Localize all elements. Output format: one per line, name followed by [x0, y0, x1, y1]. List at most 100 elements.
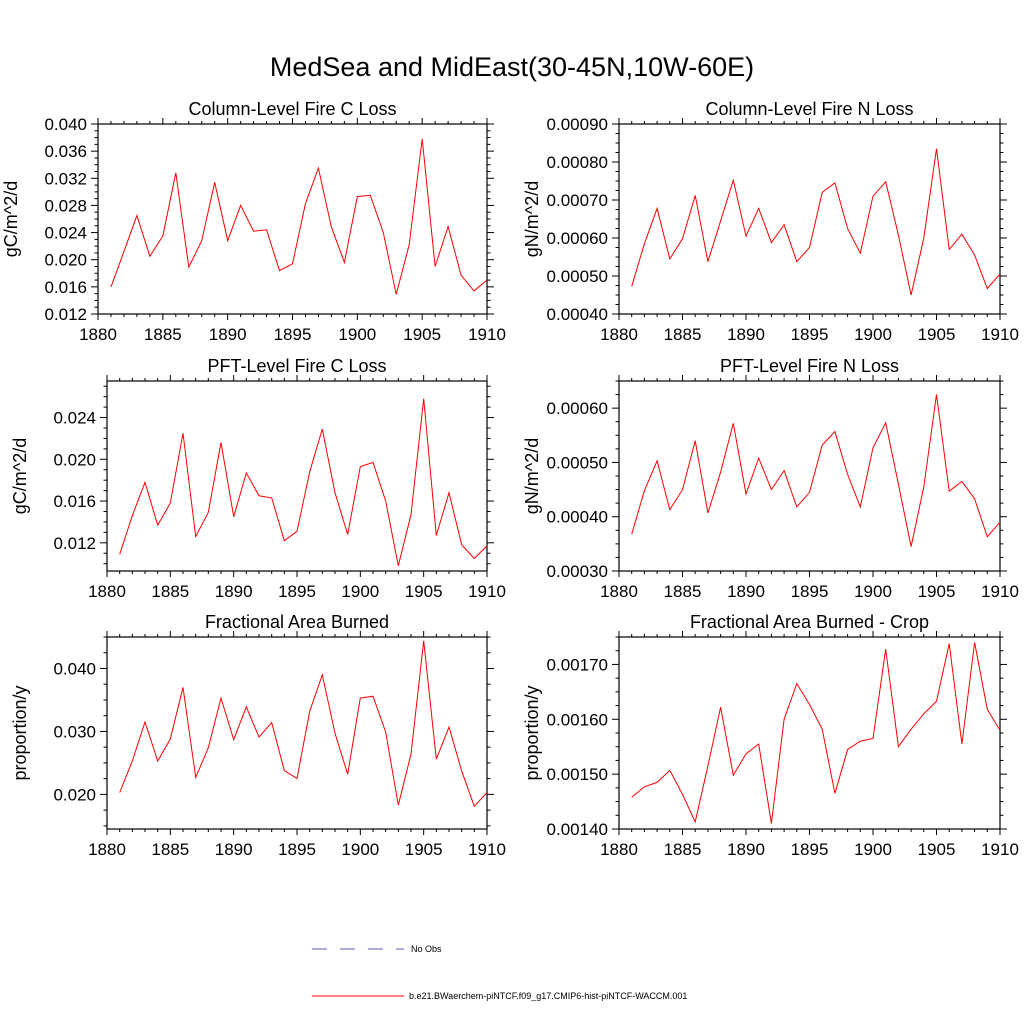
x-tick-label: 1890	[209, 325, 247, 344]
y-tick-label: 0.040	[53, 659, 96, 678]
x-tick-label: 1900	[854, 582, 892, 601]
panel-title: Column-Level Fire C Loss	[188, 99, 396, 119]
y-tick-label: 0.00140	[547, 820, 608, 839]
x-tick-label: 1905	[405, 582, 443, 601]
panel-title: Fractional Area Burned	[205, 612, 389, 632]
chart-panel-4: PFT-Level Fire N Loss gN/m^2/d 1880 1885 189…	[522, 356, 1019, 601]
plot-frame	[618, 380, 1001, 572]
y-tick-label: 0.020	[53, 785, 96, 804]
chart-panels: Column-Level Fire C Loss gC/m^2/d 1880 1885…	[1, 99, 1019, 859]
y-tick-label: 0.024	[44, 224, 87, 243]
series-line	[119, 398, 487, 566]
y-tick-label: 0.00040	[547, 305, 608, 324]
y-tick-label: 0.00090	[547, 115, 608, 134]
series-line	[110, 138, 487, 295]
x-tick-label: 1885	[664, 582, 702, 601]
plot-frame	[106, 636, 488, 830]
x-tick-label: 1880	[600, 325, 638, 344]
legend-model-label: b.e21.BWaerchem-piNTCF.f09_g17.CMIP6-his…	[409, 991, 687, 1001]
x-tick-label: 1895	[278, 582, 316, 601]
legend-obs-label: No Obs	[411, 944, 442, 954]
x-tick-label: 1890	[727, 840, 765, 859]
x-tick-label: 1885	[151, 582, 189, 601]
x-tick-label: 1885	[664, 840, 702, 859]
series-line	[119, 640, 487, 808]
chart-panel-2: Column-Level Fire N Loss gN/m^2/d 1880 1885…	[522, 99, 1019, 344]
y-tick-label: 0.00060	[547, 229, 608, 248]
x-tick-label: 1905	[403, 325, 441, 344]
panel-title: PFT-Level Fire C Loss	[207, 356, 386, 376]
x-tick-label: 1880	[79, 325, 117, 344]
series-line	[631, 148, 1000, 296]
y-tick-label: 0.024	[53, 409, 96, 428]
x-tick-label: 1910	[981, 840, 1019, 859]
x-tick-label: 1900	[854, 325, 892, 344]
x-tick-label: 1890	[727, 325, 765, 344]
x-tick-label: 1900	[341, 840, 379, 859]
y-tick-label: 0.036	[44, 142, 87, 161]
y-tick-label: 0.012	[53, 534, 96, 553]
x-tick-label: 1890	[727, 582, 765, 601]
plot-frame	[618, 636, 1001, 830]
x-tick-label: 1880	[88, 582, 126, 601]
y-tick-label: 0.00170	[547, 655, 608, 674]
x-tick-label: 1890	[215, 582, 253, 601]
y-tick-label: 0.00050	[547, 267, 608, 286]
x-tick-label: 1885	[151, 840, 189, 859]
y-axis-label: gN/m^2/d	[522, 438, 542, 514]
y-tick-label: 0.032	[44, 169, 87, 188]
x-tick-label: 1885	[144, 325, 182, 344]
panel-title: Column-Level Fire N Loss	[705, 99, 913, 119]
x-tick-label: 1880	[88, 840, 126, 859]
x-tick-label: 1910	[981, 325, 1019, 344]
series-line	[631, 642, 1000, 824]
panel-title: PFT-Level Fire N Loss	[720, 356, 899, 376]
x-tick-label: 1900	[341, 582, 379, 601]
page-title: MedSea and MidEast(30-45N,10W-60E)	[270, 52, 754, 82]
y-tick-label: 0.00160	[547, 710, 608, 729]
panel-title: Fractional Area Burned - Crop	[690, 612, 929, 632]
chart-panel-1: Column-Level Fire C Loss gC/m^2/d 1880 1885…	[1, 99, 506, 344]
y-tick-label: 0.00080	[547, 153, 608, 172]
y-tick-label: 0.016	[44, 278, 87, 297]
x-tick-label: 1905	[918, 582, 956, 601]
series-line	[631, 394, 1000, 547]
x-tick-label: 1885	[664, 325, 702, 344]
y-tick-label: 0.028	[44, 196, 87, 215]
y-axis-label: gN/m^2/d	[522, 181, 542, 257]
plot-frame	[97, 123, 488, 315]
y-tick-label: 0.020	[44, 251, 87, 270]
chart-panel-5: Fractional Area Burned proportion/y 1880 18…	[10, 612, 506, 859]
y-tick-label: 0.00150	[547, 765, 608, 784]
x-tick-label: 1910	[981, 582, 1019, 601]
x-tick-label: 1895	[274, 325, 312, 344]
x-tick-label: 1905	[405, 840, 443, 859]
x-tick-label: 1910	[468, 840, 506, 859]
y-tick-label: 0.016	[53, 492, 96, 511]
y-tick-label: 0.040	[44, 115, 87, 134]
x-tick-label: 1880	[600, 582, 638, 601]
y-axis-label: proportion/y	[522, 685, 542, 780]
y-axis-label: gC/m^2/d	[1, 181, 21, 257]
legend: No Obs b.e21.BWaerchem-piNTCF.f09_g17.CM…	[312, 944, 687, 1001]
x-tick-label: 1910	[468, 325, 506, 344]
x-tick-label: 1910	[468, 582, 506, 601]
y-axis-label: proportion/y	[10, 685, 30, 780]
x-tick-label: 1890	[215, 840, 253, 859]
y-axis-label: gC/m^2/d	[10, 438, 30, 514]
y-tick-label: 0.020	[53, 450, 96, 469]
y-tick-label: 0.00040	[547, 508, 608, 527]
y-tick-label: 0.00070	[547, 191, 608, 210]
y-tick-label: 0.00050	[547, 453, 608, 472]
x-tick-label: 1905	[918, 325, 956, 344]
plot-frame	[106, 380, 488, 572]
x-tick-label: 1880	[600, 840, 638, 859]
x-tick-label: 1905	[918, 840, 956, 859]
chart-panel-6: Fractional Area Burned - Crop proportion/…	[522, 612, 1019, 859]
y-tick-label: 0.030	[53, 722, 96, 741]
x-tick-label: 1895	[791, 325, 829, 344]
plot-frame	[618, 123, 1001, 315]
y-tick-label: 0.00060	[547, 399, 608, 418]
x-tick-label: 1900	[338, 325, 376, 344]
